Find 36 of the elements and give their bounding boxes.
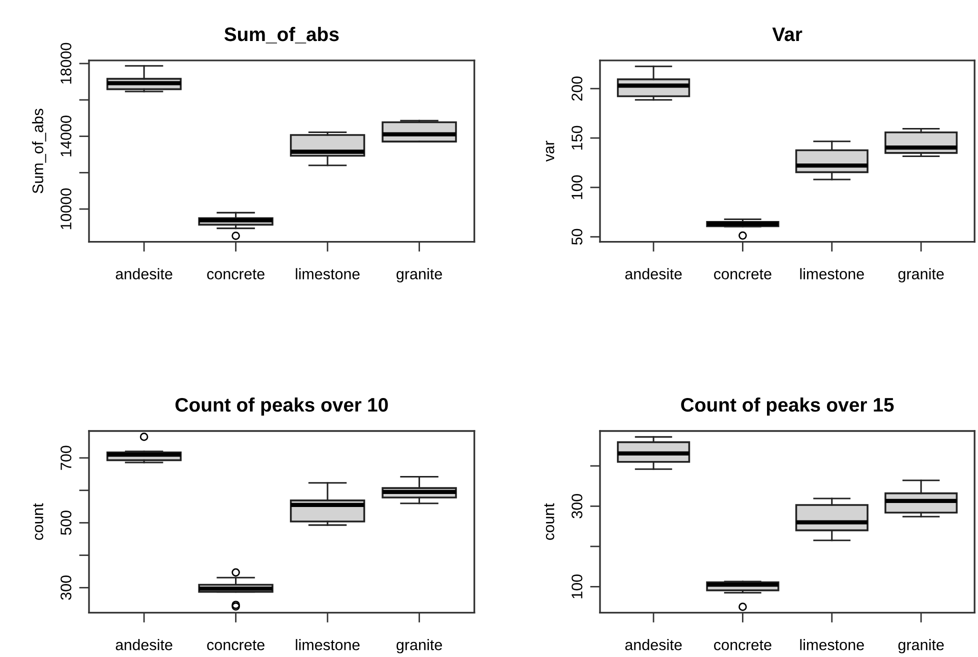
x-tick-label: granite	[898, 268, 944, 282]
y-axis-title: var	[546, 140, 554, 162]
x-tick-label: granite	[396, 639, 442, 654]
x-tick-label: andesite	[116, 639, 172, 650]
y-tick-label: 100	[572, 574, 582, 598]
y-axis-title: count	[544, 503, 554, 540]
x-tick-label: granite	[396, 268, 442, 282]
y-tick-label: 14000	[60, 116, 72, 156]
x-tick-label: limestone	[296, 639, 360, 650]
y-tick-label: 18000	[60, 42, 72, 84]
x-tick-label: limestone	[800, 268, 864, 280]
x-tick-label: limestone	[296, 268, 360, 280]
x-tick-label: granite	[898, 639, 944, 654]
chart-title: Count of peaks over 10	[176, 397, 388, 416]
x-tick-label: andesite	[116, 268, 172, 280]
x-tick-label: concrete	[207, 269, 264, 280]
x-tick-label: concrete	[714, 269, 772, 280]
x-tick-label: concrete	[714, 640, 772, 650]
y-tick-label: 200	[572, 76, 582, 101]
y-tick-label: 100	[572, 175, 582, 200]
y-tick-label: 700	[60, 446, 72, 470]
y-tick-label: 300	[60, 576, 72, 600]
y-tick-label: 500	[60, 510, 72, 535]
chart-title: Var	[772, 28, 802, 42]
y-tick-label: 300	[572, 494, 582, 518]
y-tick-label: 150	[572, 126, 582, 150]
y-tick-label: 50	[572, 228, 582, 245]
y-axis-title: count	[33, 503, 44, 540]
x-tick-label: concrete	[207, 640, 264, 650]
x-tick-label: andesite	[625, 639, 682, 650]
chart-title: Sum_of_abs	[224, 26, 339, 44]
y-tick-label: 10000	[60, 188, 72, 230]
y-axis-title: Sum_of_abs	[32, 108, 46, 194]
x-tick-label: andesite	[625, 268, 682, 280]
x-tick-label: limestone	[800, 639, 864, 650]
chart-title: Count of peaks over 15	[681, 397, 894, 416]
